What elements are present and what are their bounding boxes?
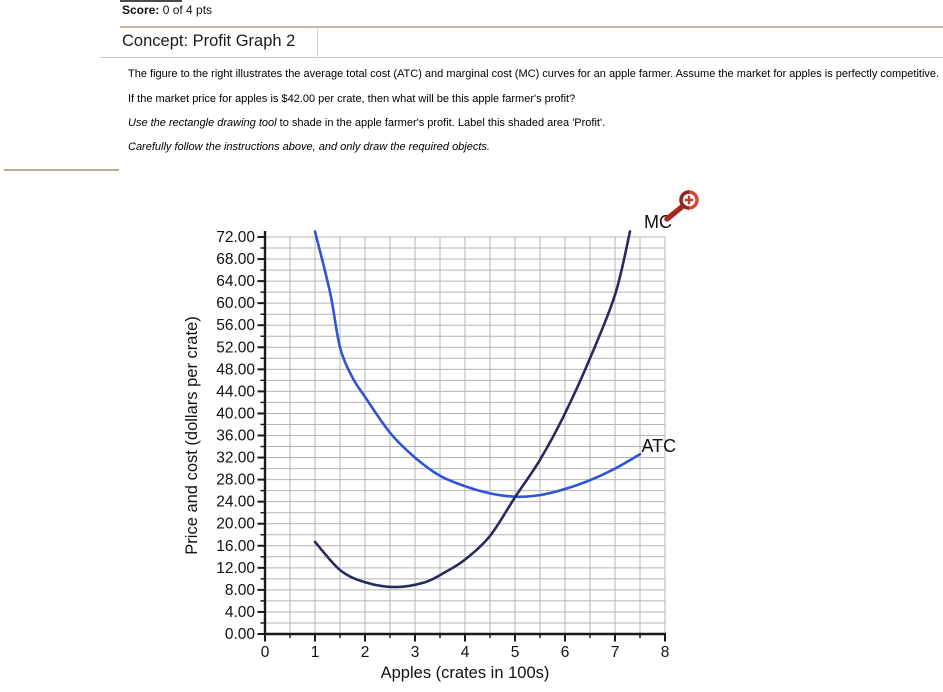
y-tick-label: 28.00 xyxy=(216,472,255,489)
question-line-3-tool: Use the rectangle drawing tool xyxy=(128,117,277,129)
question-line-3-rest: to shade in the apple farmer's profit. L… xyxy=(276,117,606,129)
x-tick-label: 7 xyxy=(611,644,620,661)
zoom-in-icon-lens-shade xyxy=(679,190,690,210)
x-tick-label: 1 xyxy=(311,644,320,661)
score-label: Score: xyxy=(122,3,160,17)
y-tick-label: 72.00 xyxy=(216,229,255,246)
concept-title: Concept: Profit Graph 2 xyxy=(122,32,296,50)
y-tick-label: 64.00 xyxy=(216,273,255,290)
x-tick-label: 6 xyxy=(561,644,570,661)
x-tick-label: 5 xyxy=(511,644,520,661)
y-tick-label: 60.00 xyxy=(216,295,255,312)
y-tick-label: 16.00 xyxy=(216,538,255,555)
y-tick-label: 0.00 xyxy=(225,626,256,643)
y-tick-label: 44.00 xyxy=(216,383,255,400)
x-tick-label: 0 xyxy=(261,644,270,661)
score-line: Score: 0 of 4 pts xyxy=(122,3,212,17)
y-tick-label: 36.00 xyxy=(216,428,255,445)
question-line-2: If the market price for apples is $42.00… xyxy=(128,93,576,105)
atc-curve-label: ATC xyxy=(642,436,677,456)
zoom-in-icon[interactable] xyxy=(664,190,699,222)
mc-curve xyxy=(313,230,632,589)
y-tick-label: 12.00 xyxy=(216,560,255,577)
x-tick-label: 4 xyxy=(461,644,470,661)
left-margin-rule xyxy=(4,169,119,171)
score-value: 0 of 4 pts xyxy=(159,3,213,17)
header-top-rule xyxy=(120,26,943,28)
question-line-4: Carefully follow the instructions above,… xyxy=(128,141,490,153)
x-axis-title: Apples (crates in 100s) xyxy=(381,664,550,682)
y-axis-title: Price and cost (dollars per crate) xyxy=(183,316,201,554)
y-tick-label: 4.00 xyxy=(225,604,256,621)
y-tick-label: 32.00 xyxy=(216,450,255,467)
question-line-3: Use the rectangle drawing tool to shade … xyxy=(128,117,605,130)
question-line-1: The figure to the right illustrates the … xyxy=(128,68,940,80)
y-tick-label: 8.00 xyxy=(225,582,256,599)
y-tick-label: 52.00 xyxy=(216,339,255,356)
zoom-in-icon-plus xyxy=(684,195,694,205)
profit-chart[interactable]: 0 1 2 3 4 5 6 7 8 0.00 4.00 8.00 12.00 16.00 20.00 24.0… xyxy=(180,185,725,692)
cropped-element-artifact xyxy=(120,0,182,2)
header-bottom-rule xyxy=(100,57,943,58)
concept-tab-divider xyxy=(317,27,318,58)
x-tick-label: 8 xyxy=(661,644,670,661)
y-tick-label: 48.00 xyxy=(216,361,255,378)
atc-curve xyxy=(313,230,642,499)
zoom-in-icon-handle xyxy=(664,203,686,222)
y-tick-label: 40.00 xyxy=(216,405,255,422)
y-tick-label: 68.00 xyxy=(216,251,255,268)
x-tick-label: 3 xyxy=(411,644,420,661)
mc-curve-label: MC xyxy=(644,212,672,232)
x-tick-label: 2 xyxy=(361,644,370,661)
y-tick-label: 56.00 xyxy=(216,317,255,334)
y-tick-label: 24.00 xyxy=(216,494,255,511)
y-tick-label: 20.00 xyxy=(216,516,255,533)
